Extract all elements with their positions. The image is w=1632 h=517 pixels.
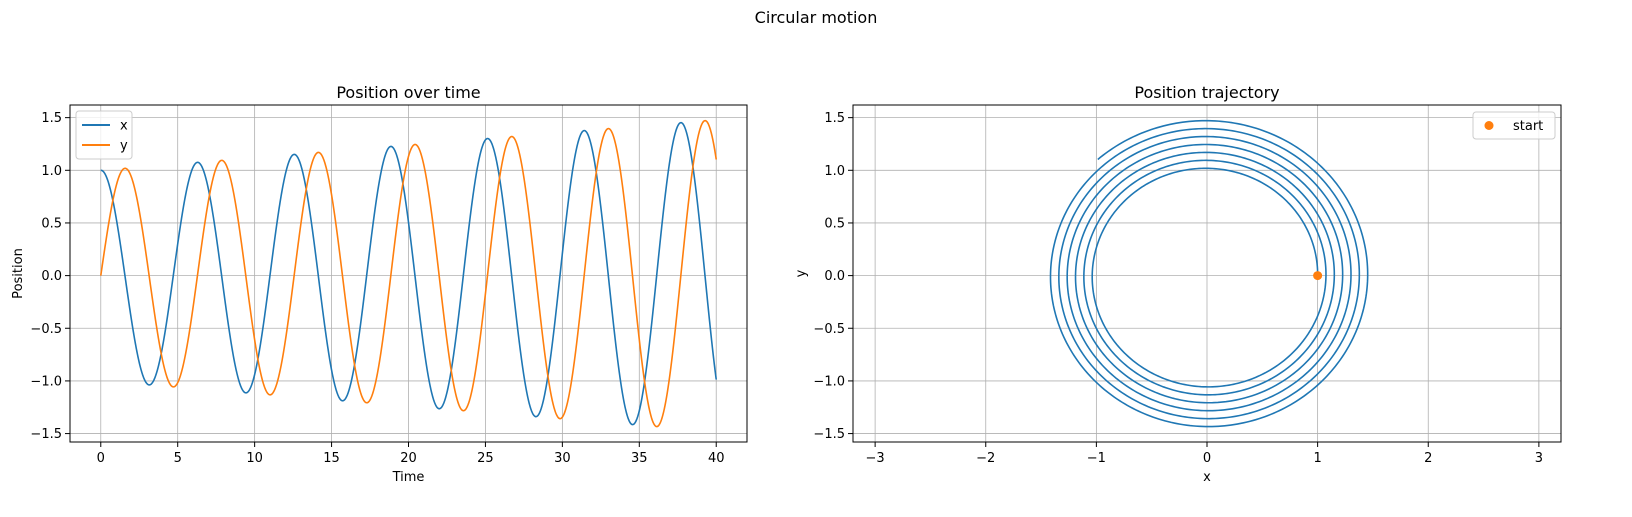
right-ylabel: y — [794, 269, 809, 277]
y-tick-label: −1.5 — [813, 427, 845, 442]
figure-suptitle: Circular motion — [755, 8, 878, 27]
y-tick-label: 0.5 — [41, 216, 62, 231]
left-legend: x y — [75, 110, 133, 160]
x-tick-label: 35 — [631, 451, 648, 466]
right-grid — [853, 105, 1561, 442]
y-tick-label: 0.5 — [824, 216, 845, 231]
series-x-line — [100, 121, 718, 426]
x-tick-label: 20 — [400, 451, 417, 466]
y-tick-label: −0.5 — [813, 322, 845, 337]
legend-swatch-start — [1484, 121, 1494, 130]
x-tick-label: 15 — [323, 451, 340, 466]
right-ticks: −3 −2 −1 0 1 2 3 −1.5 −1.0 −0.5 0.0 0.5 1.0 1.5 — [813, 111, 1543, 466]
right-legend-box — [1472, 111, 1556, 140]
y-tick-label: 0.0 — [824, 269, 845, 284]
right-title: Position trajectory — [1134, 83, 1279, 102]
x-tick-label: 1 — [1313, 451, 1321, 466]
y-tick-label: 1.0 — [41, 164, 62, 179]
left-xlabel: Time — [392, 470, 425, 485]
trajectory-line — [1049, 119, 1369, 428]
y-tick-label: 1.5 — [41, 111, 62, 126]
x-tick-label: −2 — [976, 451, 995, 466]
y-tick-label: −1.5 — [30, 427, 62, 442]
y-tick-label: 1.5 — [824, 111, 845, 126]
legend-label-x: x — [120, 119, 128, 134]
x-tick-label: 30 — [554, 451, 571, 466]
x-tick-label: −3 — [866, 451, 885, 466]
x-tick-label: 0 — [1203, 451, 1211, 466]
left-ylabel: Position — [11, 248, 26, 299]
right-subplot: −3 −2 −1 0 1 2 3 −1.5 −1.0 −0.5 0.0 0.5 1.0 1.5 Posit… — [794, 83, 1562, 485]
right-legend: start — [1472, 111, 1556, 140]
right-series — [1049, 119, 1369, 428]
right-xlabel: x — [1203, 470, 1211, 485]
x-tick-label: 3 — [1535, 451, 1543, 466]
marker-start — [1313, 271, 1323, 281]
x-tick-label: 0 — [97, 451, 105, 466]
left-ticks: 0 5 10 15 20 25 30 35 40 −1.5 −1.0 −0.5 0.0 0.5 1.0 1.5 — [30, 111, 724, 466]
x-tick-label: 2 — [1424, 451, 1432, 466]
x-tick-label: 25 — [477, 451, 494, 466]
y-tick-label: 0.0 — [41, 269, 62, 284]
x-tick-label: 40 — [708, 451, 725, 466]
legend-label-y: y — [120, 139, 128, 154]
y-tick-label: −0.5 — [30, 322, 62, 337]
left-title: Position over time — [336, 83, 480, 102]
x-tick-label: 10 — [246, 451, 263, 466]
series-y-line — [99, 119, 718, 428]
x-tick-label: 5 — [174, 451, 182, 466]
y-tick-label: −1.0 — [30, 374, 62, 389]
y-tick-label: −1.0 — [813, 374, 845, 389]
x-tick-label: −1 — [1087, 451, 1106, 466]
left-subplot: 0 5 10 15 20 25 30 35 40 −1.5 −1.0 −0.5 0.0 0.5 1.0 1.5… — [11, 83, 748, 485]
left-series — [99, 119, 718, 428]
legend-label-start: start — [1513, 119, 1543, 134]
y-tick-label: 1.0 — [824, 164, 845, 179]
left-legend-box — [75, 110, 133, 160]
